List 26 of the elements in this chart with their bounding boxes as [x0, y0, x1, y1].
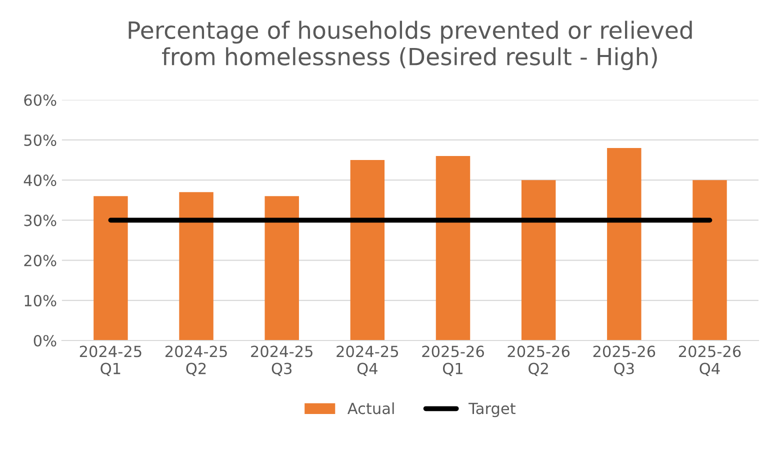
bar [692, 180, 727, 340]
x-tick-label: 2025-26 Q1 [422, 346, 484, 376]
bar [94, 196, 128, 340]
y-tick-label: 40% [24, 174, 56, 186]
bar [436, 156, 470, 340]
bar [264, 196, 299, 340]
legend-label: Target [468, 402, 516, 418]
legend-label: Actual [347, 402, 394, 414]
x-tick-label: 2025-26 Q3 [593, 346, 656, 376]
x-tick-label: 2025-26 Q2 [508, 346, 570, 376]
x-tick-label: 2024-25 Q3 [251, 346, 312, 376]
chart-title: Percentage of households prevented or relieved from homelessness (Desired result - High) [128, 20, 692, 70]
x-tick-label: 2024-25 Q2 [165, 346, 227, 376]
x-tick-label: 2024-25 Q4 [336, 346, 398, 376]
bar [179, 192, 214, 340]
y-tick-label: 50% [24, 134, 56, 146]
bar [521, 180, 556, 340]
y-tick-label: 20% [24, 254, 56, 266]
y-tick-label: 0% [34, 334, 56, 347]
y-tick-label: 10% [24, 294, 56, 306]
x-tick-label: 2024-25 Q1 [80, 346, 142, 376]
bar [350, 160, 385, 340]
bar [607, 148, 642, 340]
y-tick-label: 30% [24, 214, 56, 226]
x-tick-label: 2025-26 Q4 [678, 346, 741, 376]
y-tick-label: 60% [24, 94, 56, 106]
